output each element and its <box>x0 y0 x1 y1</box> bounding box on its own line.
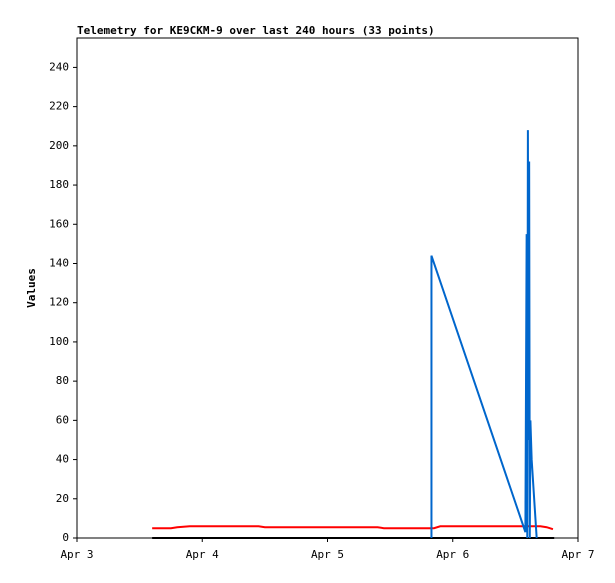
x-tick-label: Apr 4 <box>186 548 219 561</box>
x-tick-label: Apr 3 <box>60 548 93 561</box>
series-line <box>430 130 538 539</box>
y-tick-label: 200 <box>49 139 69 152</box>
y-tick-label: 40 <box>56 453 69 466</box>
x-tick-label: Apr 6 <box>436 548 469 561</box>
y-tick-label: 220 <box>49 100 69 113</box>
x-tick-label: Apr 5 <box>311 548 344 561</box>
y-tick-label: 0 <box>62 531 69 544</box>
chart-title: Telemetry for KE9CKM-9 over last 240 hou… <box>77 24 435 37</box>
series-line <box>152 525 554 531</box>
y-tick-label: 60 <box>56 413 69 426</box>
y-tick-label: 20 <box>56 492 69 505</box>
y-tick-label: 140 <box>49 256 69 269</box>
y-tick-label: 160 <box>49 217 69 230</box>
y-tick-label: 120 <box>49 296 69 309</box>
x-tick-label: Apr 7 <box>561 548 594 561</box>
y-tick-label: 180 <box>49 178 69 191</box>
y-axis-label: Values <box>25 268 38 308</box>
y-tick-label: 240 <box>49 60 69 73</box>
y-tick-label: 80 <box>56 374 69 387</box>
y-tick-label: 100 <box>49 335 69 348</box>
